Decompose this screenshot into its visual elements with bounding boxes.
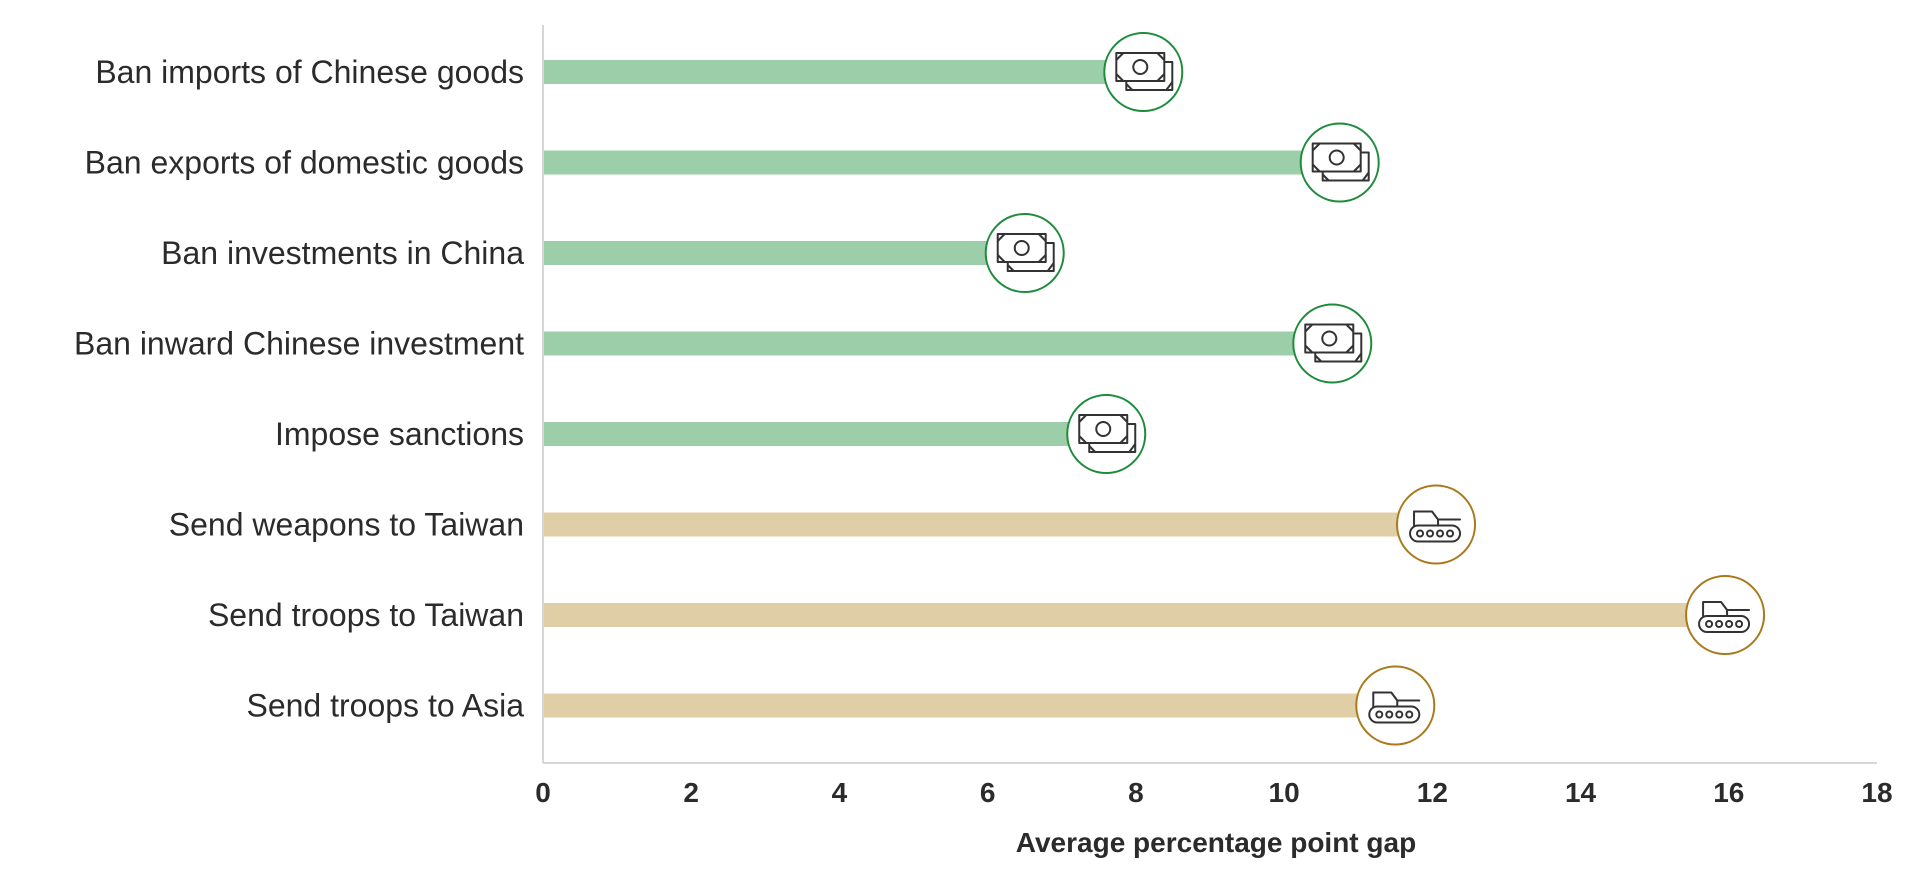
x-tick-label: 12 (1417, 777, 1448, 808)
money-icon (1115, 52, 1174, 91)
bar (544, 693, 1396, 718)
category-label: Ban investments in China (161, 235, 524, 271)
x-tick-label: 16 (1713, 777, 1744, 808)
category-labels: Ban imports of Chinese goods Ban exports … (74, 54, 524, 724)
bar (544, 603, 1726, 627)
bar (544, 150, 1340, 175)
category-label: Send weapons to Taiwan (169, 507, 524, 543)
x-tick-label: 18 (1861, 777, 1892, 808)
x-tick-label: 10 (1269, 777, 1300, 808)
x-tick-label: 4 (832, 777, 848, 808)
money-icon (1078, 414, 1137, 453)
category-label: Impose sanctions (275, 416, 524, 452)
x-tick-label: 8 (1128, 777, 1144, 808)
x-tick-label: 0 (535, 777, 551, 808)
bar (544, 512, 1437, 537)
category-label: Ban imports of Chinese goods (95, 54, 524, 90)
x-axis-ticks: 0 2 4 6 8 10 12 14 16 18 (535, 777, 1892, 808)
category-label: Ban exports of domestic goods (85, 145, 524, 181)
tank-icon (1368, 691, 1421, 724)
tank-icon (1409, 510, 1462, 543)
x-axis-title: Average percentage point gap (1016, 827, 1416, 858)
x-tick-label: 2 (683, 777, 699, 808)
tank-icon (1698, 601, 1751, 633)
category-label: Ban inward Chinese investment (74, 326, 524, 362)
bar (544, 422, 1107, 446)
money-icon (1304, 323, 1363, 363)
money-icon (1311, 142, 1370, 182)
x-tick-label: 14 (1565, 777, 1597, 808)
money-icon (996, 233, 1055, 272)
bars-layer (544, 32, 1766, 746)
bar (544, 241, 1025, 265)
category-label: Send troops to Asia (246, 688, 524, 724)
category-label: Send troops to Taiwan (208, 597, 524, 633)
bar (544, 60, 1144, 84)
bar (544, 331, 1333, 356)
x-tick-label: 6 (980, 777, 996, 808)
